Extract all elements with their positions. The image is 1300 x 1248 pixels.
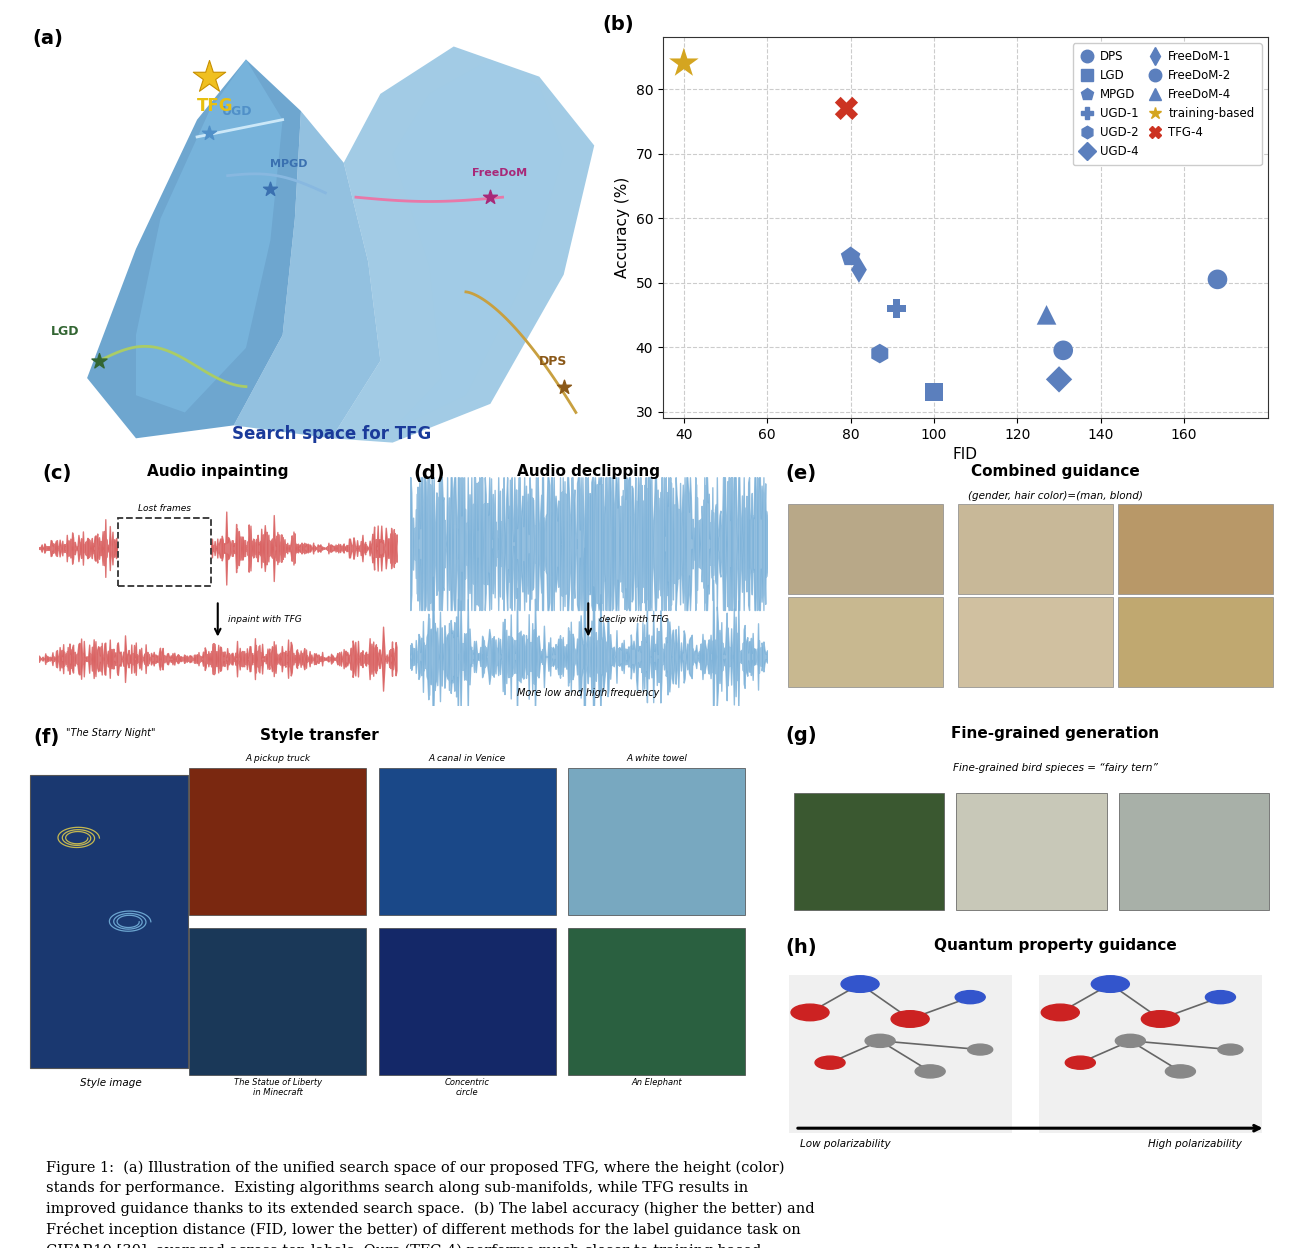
- Text: (c): (c): [43, 464, 72, 483]
- Text: (a): (a): [32, 29, 62, 49]
- Circle shape: [1115, 1035, 1145, 1047]
- Text: Lost frames: Lost frames: [138, 504, 191, 513]
- Text: Audio inpainting: Audio inpainting: [147, 464, 289, 479]
- Point: [849, 260, 870, 280]
- FancyBboxPatch shape: [568, 929, 745, 1076]
- Circle shape: [841, 976, 879, 992]
- Circle shape: [1218, 1045, 1243, 1055]
- Text: DPS: DPS: [540, 356, 568, 368]
- Point: [887, 298, 907, 318]
- Point: [836, 99, 857, 119]
- Polygon shape: [332, 46, 594, 443]
- Text: Style image: Style image: [79, 1078, 142, 1088]
- Circle shape: [891, 1011, 930, 1027]
- Circle shape: [1041, 1005, 1079, 1021]
- Text: (e): (e): [785, 464, 816, 483]
- FancyBboxPatch shape: [30, 775, 187, 1068]
- Point: [673, 54, 694, 74]
- Circle shape: [815, 1056, 845, 1070]
- Text: "The Starry Night": "The Starry Night": [66, 728, 155, 738]
- Circle shape: [1165, 1065, 1196, 1078]
- Point: [923, 382, 944, 402]
- Circle shape: [1205, 991, 1235, 1003]
- FancyBboxPatch shape: [118, 518, 211, 585]
- Circle shape: [1141, 1011, 1179, 1027]
- FancyBboxPatch shape: [958, 504, 1113, 594]
- Text: (h): (h): [785, 938, 816, 957]
- Text: inpaint with TFG: inpaint with TFG: [229, 615, 302, 624]
- Point: [554, 377, 575, 397]
- Text: Fine-grained generation: Fine-grained generation: [952, 726, 1160, 741]
- Polygon shape: [393, 60, 564, 429]
- FancyBboxPatch shape: [789, 975, 1011, 1133]
- Text: Low polarizability: Low polarizability: [800, 1139, 891, 1149]
- Point: [870, 343, 891, 363]
- FancyBboxPatch shape: [1118, 597, 1273, 686]
- Text: More low and high frequency: More low and high frequency: [517, 688, 659, 698]
- Point: [1053, 341, 1074, 361]
- Text: (b): (b): [602, 15, 634, 34]
- Point: [1208, 270, 1228, 290]
- Text: The Statue of Liberty
in Minecraft: The Statue of Liberty in Minecraft: [234, 1078, 321, 1097]
- Text: Fine-grained bird spieces = “fairy tern”: Fine-grained bird spieces = “fairy tern”: [953, 763, 1158, 773]
- X-axis label: FID: FID: [953, 447, 978, 462]
- Text: (f): (f): [34, 728, 60, 746]
- Text: Figure 1:  (a) Illustration of the unified search space of our proposed TFG, whe: Figure 1: (a) Illustration of the unifie…: [46, 1161, 814, 1248]
- Text: Audio declipping: Audio declipping: [517, 464, 659, 479]
- Point: [199, 122, 220, 142]
- FancyBboxPatch shape: [1119, 792, 1270, 910]
- Point: [260, 178, 281, 198]
- Circle shape: [1091, 976, 1130, 992]
- Text: Combined guidance: Combined guidance: [971, 464, 1140, 479]
- Circle shape: [915, 1065, 945, 1078]
- Text: declip with TFG: declip with TFG: [599, 615, 668, 624]
- Point: [1036, 305, 1057, 324]
- FancyBboxPatch shape: [568, 769, 745, 915]
- Circle shape: [1065, 1056, 1096, 1070]
- Point: [1049, 369, 1070, 389]
- Point: [199, 66, 220, 86]
- Text: Search space for TFG: Search space for TFG: [231, 424, 432, 443]
- FancyBboxPatch shape: [788, 504, 942, 594]
- Text: High polarizability: High polarizability: [1148, 1139, 1243, 1149]
- Circle shape: [790, 1005, 829, 1021]
- FancyBboxPatch shape: [793, 792, 944, 910]
- Text: A pickup truck: A pickup truck: [244, 754, 311, 764]
- Text: An Elephant: An Elephant: [632, 1078, 682, 1087]
- FancyBboxPatch shape: [378, 929, 555, 1076]
- Text: (g): (g): [785, 726, 816, 745]
- FancyBboxPatch shape: [378, 769, 555, 915]
- Circle shape: [956, 991, 985, 1003]
- FancyBboxPatch shape: [188, 929, 367, 1076]
- Text: MPGD: MPGD: [270, 158, 308, 168]
- Text: A canal in Venice: A canal in Venice: [429, 754, 506, 764]
- Text: (d): (d): [413, 464, 445, 483]
- FancyBboxPatch shape: [188, 769, 367, 915]
- Point: [840, 247, 861, 267]
- FancyBboxPatch shape: [958, 597, 1113, 686]
- Text: Quantum property guidance: Quantum property guidance: [933, 938, 1176, 953]
- Y-axis label: Accuracy (%): Accuracy (%): [615, 177, 630, 278]
- Point: [480, 187, 500, 207]
- FancyBboxPatch shape: [1118, 504, 1273, 594]
- Text: Concentric
circle: Concentric circle: [445, 1078, 490, 1097]
- Polygon shape: [234, 111, 381, 438]
- Point: [88, 351, 109, 371]
- Polygon shape: [136, 60, 282, 412]
- Polygon shape: [87, 60, 300, 438]
- Text: TFG: TFG: [198, 97, 234, 115]
- Text: FreeDoM: FreeDoM: [472, 167, 528, 177]
- Text: A white towel: A white towel: [627, 754, 686, 764]
- Circle shape: [864, 1035, 896, 1047]
- Text: (gender, hair color)=(man, blond): (gender, hair color)=(man, blond): [967, 490, 1143, 500]
- Text: UGD: UGD: [221, 105, 252, 119]
- Text: LGD: LGD: [51, 324, 79, 338]
- Legend: DPS, LGD, MPGD, UGD-1, UGD-2, UGD-4, FreeDoM-1, FreeDoM-2, FreeDoM-4, training-b: DPS, LGD, MPGD, UGD-1, UGD-2, UGD-4, Fre…: [1072, 44, 1261, 165]
- FancyBboxPatch shape: [788, 597, 942, 686]
- FancyBboxPatch shape: [957, 792, 1106, 910]
- Circle shape: [967, 1045, 993, 1055]
- Text: Style transfer: Style transfer: [260, 728, 380, 743]
- FancyBboxPatch shape: [1039, 975, 1262, 1133]
